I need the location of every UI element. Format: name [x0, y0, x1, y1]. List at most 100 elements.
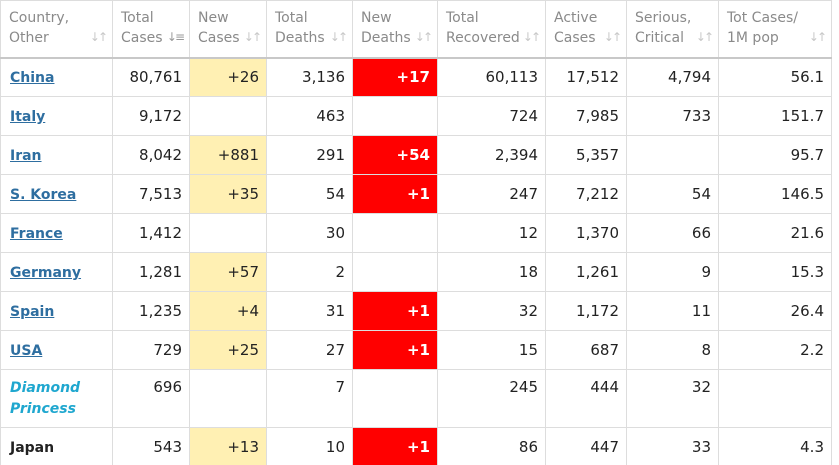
- sort-both-icon[interactable]: ↓↑: [695, 30, 714, 44]
- country-cell[interactable]: USA: [0, 330, 113, 370]
- table-row: Italy 9,172 463 724 7,985 733 151.7: [0, 96, 832, 136]
- column-header-label: Cases: [554, 30, 596, 46]
- tot-cases-1m-pop-cell: 4.3: [718, 427, 832, 465]
- active-cases-cell: 444: [545, 369, 627, 428]
- table-body: China 80,761 +26 3,136 +17 60,113 17,512 4,794 5…: [0, 57, 832, 465]
- total-recovered-cell: 724: [437, 96, 546, 136]
- table-row: Iran 8,042 +881 291 +54 2,394 5,357 95.7: [0, 135, 832, 175]
- new-cases-cell: [189, 369, 267, 428]
- tot-cases-1m-pop-cell: 95.7: [718, 135, 832, 175]
- serious-critical-cell: 33: [626, 427, 719, 465]
- country-link[interactable]: France: [10, 226, 63, 242]
- country-name: Japan: [10, 440, 55, 456]
- sort-both-icon[interactable]: ↓↑: [243, 30, 262, 44]
- country-cell[interactable]: Italy: [0, 96, 113, 136]
- sort-both-icon[interactable]: ↓↑: [329, 30, 348, 44]
- country-cell[interactable]: France: [0, 213, 113, 253]
- serious-critical-cell: [626, 135, 719, 175]
- new-cases-cell: [189, 96, 267, 136]
- column-header-new-cases[interactable]: New Cases ↓↑: [189, 0, 267, 59]
- country-cell[interactable]: Germany: [0, 252, 113, 292]
- serious-critical-cell: 66: [626, 213, 719, 253]
- tot-cases-1m-pop-cell: [718, 369, 832, 428]
- country-cell[interactable]: China: [0, 57, 113, 97]
- column-header-label: Tot Cases/: [727, 10, 798, 26]
- tot-cases-1m-pop-cell: 151.7: [718, 96, 832, 136]
- sort-both-icon[interactable]: ↓↑: [414, 30, 433, 44]
- country-link[interactable]: USA: [10, 343, 43, 359]
- column-header-label: Recovered: [446, 30, 520, 46]
- country-link[interactable]: China: [10, 70, 55, 87]
- new-deaths-cell: [352, 369, 438, 428]
- total-recovered-cell: 32: [437, 291, 546, 331]
- total-cases-cell: 8,042: [112, 135, 190, 175]
- total-recovered-cell: 15: [437, 330, 546, 370]
- column-header-total-recovered[interactable]: Total Recovered ↓↑: [437, 0, 546, 59]
- new-deaths-cell: +17: [352, 57, 438, 97]
- total-recovered-cell: 86: [437, 427, 546, 465]
- table-row: S. Korea 7,513 +35 54 +1 247 7,212 54 146.5: [0, 174, 832, 214]
- column-header-total-deaths[interactable]: Total Deaths ↓↑: [266, 0, 353, 59]
- new-cases-cell: +4: [189, 291, 267, 331]
- active-cases-cell: 7,212: [545, 174, 627, 214]
- new-cases-cell: +57: [189, 252, 267, 292]
- sort-both-icon[interactable]: ↓↑: [89, 30, 108, 44]
- sort-both-icon[interactable]: ↓↑: [522, 30, 541, 44]
- column-header-tot-cases-1m-pop[interactable]: Tot Cases/1M pop ↓↑: [718, 0, 832, 59]
- serious-critical-cell: 4,794: [626, 57, 719, 97]
- total-deaths-cell: 291: [266, 135, 353, 175]
- tot-cases-1m-pop-cell: 21.6: [718, 213, 832, 253]
- total-cases-cell: 1,412: [112, 213, 190, 253]
- total-recovered-cell: 2,394: [437, 135, 546, 175]
- new-deaths-cell: +1: [352, 427, 438, 465]
- total-cases-cell: 729: [112, 330, 190, 370]
- new-cases-cell: [189, 213, 267, 253]
- country-link[interactable]: Iran: [10, 148, 42, 164]
- serious-critical-cell: 9: [626, 252, 719, 292]
- country-cell[interactable]: Spain: [0, 291, 113, 331]
- column-header-country[interactable]: Country, Other ↓↑: [0, 0, 113, 59]
- sort-both-icon[interactable]: ↓↑: [808, 30, 827, 44]
- table-row: Japan 543 +13 10 +1 86 447 33 4.3: [0, 427, 832, 465]
- sort-desc-icon[interactable]: ↓≡: [166, 30, 185, 44]
- total-cases-cell: 7,513: [112, 174, 190, 214]
- column-header-new-deaths[interactable]: New Deaths ↓↑: [352, 0, 438, 59]
- column-header-label: Cases: [121, 30, 163, 46]
- total-deaths-cell: 3,136: [266, 57, 353, 97]
- active-cases-cell: 1,172: [545, 291, 627, 331]
- tot-cases-1m-pop-cell: 146.5: [718, 174, 832, 214]
- country-link[interactable]: S. Korea: [10, 187, 77, 203]
- country-link[interactable]: Spain: [10, 304, 55, 320]
- new-deaths-cell: +1: [352, 291, 438, 331]
- column-header-label: New: [198, 10, 229, 26]
- total-deaths-cell: 30: [266, 213, 353, 253]
- country-name: Diamond Princess: [10, 380, 81, 417]
- total-recovered-cell: 60,113: [437, 57, 546, 97]
- country-link[interactable]: Germany: [10, 265, 82, 281]
- column-header-label: Total: [121, 10, 154, 26]
- total-recovered-cell: 245: [437, 369, 546, 428]
- column-header-label: Critical: [635, 30, 684, 46]
- country-cell: Diamond Princess: [0, 369, 113, 428]
- total-cases-cell: 9,172: [112, 96, 190, 136]
- column-header-serious-critical[interactable]: Serious, Critical ↓↑: [626, 0, 719, 59]
- total-recovered-cell: 18: [437, 252, 546, 292]
- active-cases-cell: 1,370: [545, 213, 627, 253]
- column-header-active-cases[interactable]: Active Cases ↓↑: [545, 0, 627, 59]
- sort-both-icon[interactable]: ↓↑: [603, 30, 622, 44]
- column-header-label: New: [361, 10, 392, 26]
- column-header-total-cases[interactable]: Total Cases ↓≡: [112, 0, 190, 59]
- column-header-label: Cases: [198, 30, 240, 46]
- country-cell[interactable]: S. Korea: [0, 174, 113, 214]
- serious-critical-cell: 54: [626, 174, 719, 214]
- table-row: Germany 1,281 +57 2 18 1,261 9 15.3: [0, 252, 832, 292]
- total-deaths-cell: 10: [266, 427, 353, 465]
- column-header-label: Total: [446, 10, 479, 26]
- country-cell[interactable]: Iran: [0, 135, 113, 175]
- total-deaths-cell: 27: [266, 330, 353, 370]
- active-cases-cell: 687: [545, 330, 627, 370]
- country-link[interactable]: Italy: [10, 109, 46, 125]
- serious-critical-cell: 733: [626, 96, 719, 136]
